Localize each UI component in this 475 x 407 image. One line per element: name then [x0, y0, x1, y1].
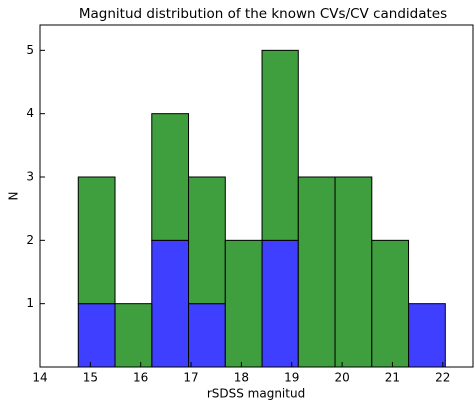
x-tick-label: 22 — [435, 371, 450, 385]
bar — [77, 176, 116, 305]
bar — [77, 303, 116, 368]
x-tick-label: 16 — [133, 371, 148, 385]
bar — [151, 239, 190, 368]
bar — [297, 176, 336, 368]
y-tick-label: 5 — [26, 43, 34, 57]
x-tick-label: 17 — [183, 371, 198, 385]
y-tick-label: 1 — [26, 296, 34, 310]
x-tick-label: 18 — [234, 371, 249, 385]
bar — [371, 239, 410, 368]
x-tick-label: 15 — [83, 371, 98, 385]
bar — [188, 176, 226, 305]
x-tick-label: 19 — [284, 371, 299, 385]
bar — [224, 239, 263, 368]
chart-title: Magnitud distribution of the known CVs/C… — [79, 6, 447, 22]
y-tick-label: 3 — [26, 170, 34, 184]
bar — [334, 176, 373, 368]
x-axis-label: rSDSS magnitud — [207, 387, 305, 401]
bar — [261, 49, 299, 241]
bar — [408, 303, 446, 368]
plot-frame — [39, 24, 474, 368]
bar — [151, 113, 190, 241]
y-tick-label: 4 — [26, 106, 34, 120]
y-tick-label: 2 — [26, 233, 34, 247]
bar — [114, 303, 153, 368]
x-tick-label: 21 — [385, 371, 400, 385]
bar — [188, 303, 226, 368]
x-tick-label: 20 — [334, 371, 349, 385]
y-axis-label: N — [7, 192, 21, 201]
x-tick-label: 14 — [32, 371, 47, 385]
bar — [261, 239, 299, 368]
